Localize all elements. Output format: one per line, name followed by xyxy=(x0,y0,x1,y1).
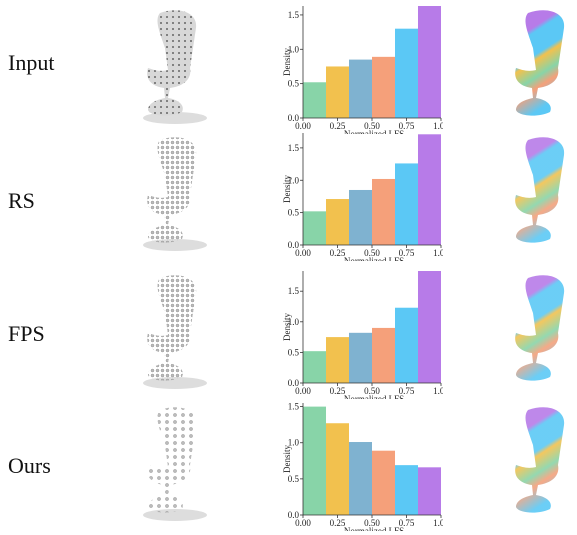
y-tick-label: 1.5 xyxy=(288,143,300,153)
figure: Input0.00.51.01.50.000.250.500.751.00Nor… xyxy=(0,0,577,535)
bar xyxy=(372,57,395,118)
chair-colored xyxy=(515,137,564,242)
chair-colored xyxy=(515,10,564,115)
histogram: 0.00.51.01.50.000.250.500.751.00Normaliz… xyxy=(270,397,443,531)
y-tick-label: 0.5 xyxy=(288,79,300,89)
histogram: 0.00.51.01.50.000.250.500.751.00Normaliz… xyxy=(270,127,443,261)
chair-sample xyxy=(147,275,196,380)
y-axis-label: Density xyxy=(282,48,292,76)
y-tick-label: 1.5 xyxy=(288,10,300,20)
y-tick-label: 1.5 xyxy=(288,286,300,296)
chair-colored xyxy=(515,407,564,512)
bar xyxy=(326,337,349,383)
bar xyxy=(395,29,418,118)
y-axis-label: Density xyxy=(282,313,292,341)
bar xyxy=(372,451,395,515)
bar xyxy=(326,199,349,245)
x-tick-label: 1.00 xyxy=(433,386,443,396)
y-axis-label: Density xyxy=(282,175,292,203)
bar xyxy=(303,351,326,383)
histogram: 0.00.51.01.50.000.250.500.751.00Normaliz… xyxy=(270,0,443,134)
y-tick-label: 0.5 xyxy=(288,208,300,218)
bar xyxy=(418,6,441,118)
bar xyxy=(418,271,441,383)
bar xyxy=(349,333,372,383)
bar xyxy=(418,467,441,515)
y-axis-label: Density xyxy=(282,445,292,473)
bar xyxy=(303,211,326,245)
x-tick-label: 0.00 xyxy=(295,248,311,258)
y-tick-label: 1.5 xyxy=(288,402,300,412)
x-tick-label: 1.00 xyxy=(433,518,443,528)
bar xyxy=(372,328,395,383)
chair-sample xyxy=(147,407,196,512)
bar xyxy=(395,465,418,515)
bar xyxy=(303,407,326,515)
bar xyxy=(326,66,349,118)
chair-sample xyxy=(147,10,196,115)
x-tick-label: 1.00 xyxy=(433,248,443,258)
bar xyxy=(326,423,349,515)
x-tick-label: 0.00 xyxy=(295,518,311,528)
y-tick-label: 0.5 xyxy=(288,347,300,357)
bar xyxy=(349,190,372,245)
y-tick-label: 0.5 xyxy=(288,474,300,484)
bar xyxy=(349,442,372,515)
bar xyxy=(395,308,418,383)
bar xyxy=(349,60,372,118)
bar xyxy=(372,179,395,245)
x-tick-label: 0.00 xyxy=(295,386,311,396)
histogram: 0.00.51.01.50.000.250.500.751.00Normaliz… xyxy=(270,265,443,399)
bar xyxy=(395,163,418,245)
x-axis-label: Normalized LFS xyxy=(344,256,404,261)
x-axis-label: Normalized LFS xyxy=(344,526,404,531)
chair-colored xyxy=(515,275,564,380)
bar xyxy=(418,134,441,245)
bar xyxy=(303,82,326,118)
chair-sample xyxy=(147,137,196,242)
